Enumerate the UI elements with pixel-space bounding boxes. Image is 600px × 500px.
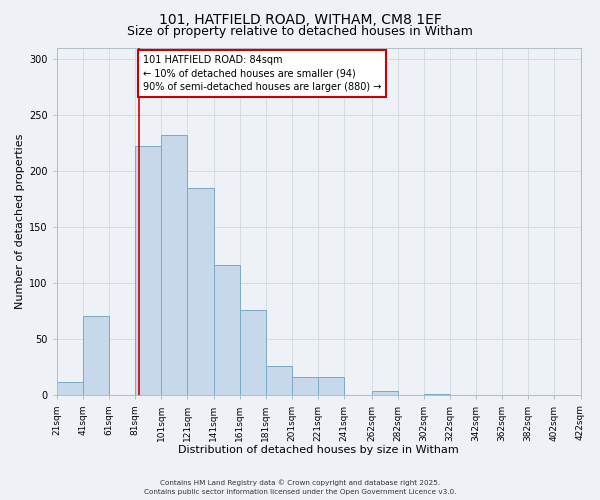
- Bar: [239, 310, 266, 396]
- Bar: [266, 366, 292, 396]
- Bar: [83, 316, 109, 396]
- Bar: [371, 391, 398, 396]
- Text: 101 HATFIELD ROAD: 84sqm
← 10% of detached houses are smaller (94)
90% of semi-d: 101 HATFIELD ROAD: 84sqm ← 10% of detach…: [143, 56, 382, 92]
- Text: Contains public sector information licensed under the Open Government Licence v3: Contains public sector information licen…: [144, 489, 456, 495]
- Bar: [57, 382, 83, 396]
- Text: 101, HATFIELD ROAD, WITHAM, CM8 1EF: 101, HATFIELD ROAD, WITHAM, CM8 1EF: [158, 12, 442, 26]
- Bar: [292, 378, 318, 396]
- Bar: [318, 378, 344, 396]
- Bar: [161, 135, 187, 396]
- Bar: [135, 146, 161, 396]
- X-axis label: Distribution of detached houses by size in Witham: Distribution of detached houses by size …: [178, 445, 459, 455]
- Bar: [424, 394, 450, 396]
- Text: Size of property relative to detached houses in Witham: Size of property relative to detached ho…: [127, 25, 473, 38]
- Text: Contains HM Land Registry data © Crown copyright and database right 2025.: Contains HM Land Registry data © Crown c…: [160, 480, 440, 486]
- Bar: [214, 265, 239, 396]
- Bar: [187, 188, 214, 396]
- Y-axis label: Number of detached properties: Number of detached properties: [15, 134, 25, 309]
